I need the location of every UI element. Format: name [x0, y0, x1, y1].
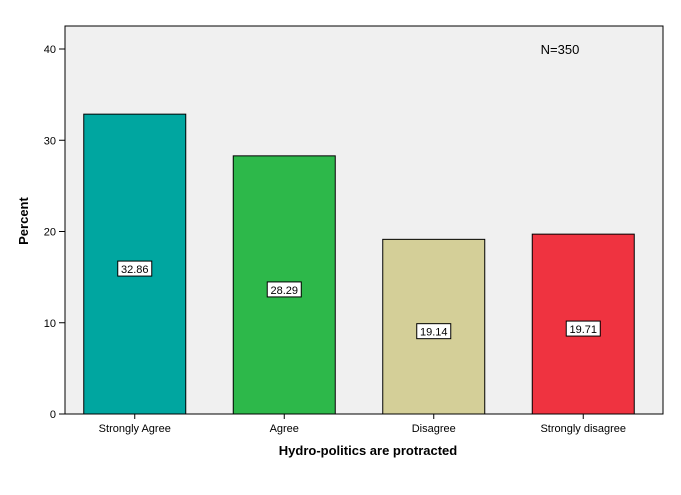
x-tick-label: Agree — [270, 423, 299, 435]
y-axis: 0 10 20 30 40 — [44, 44, 65, 421]
y-tick-label: 0 — [50, 409, 56, 421]
x-axis-title: Hydro-politics are protracted — [279, 443, 457, 458]
y-tick-label: 20 — [44, 227, 56, 239]
bars-group: 32.86 28.29 19.14 19.71 — [83, 113, 635, 415]
data-label-box — [117, 260, 153, 277]
data-label: 19.71 — [569, 324, 597, 336]
y-axis-title: Percent — [16, 196, 31, 244]
data-label-box — [565, 320, 601, 337]
x-tick-label: Strongly Agree — [99, 423, 171, 435]
data-label: 28.29 — [270, 285, 298, 297]
y-tick-label: 30 — [44, 135, 56, 147]
x-tick-label: Disagree — [412, 423, 456, 435]
x-tick-label: Strongly disagree — [540, 423, 626, 435]
x-axis: Strongly Agree Agree Disagree Strongly disa… — [99, 414, 626, 435]
data-label: 32.86 — [121, 264, 149, 276]
data-label-box — [416, 323, 452, 340]
y-tick-label: 10 — [44, 318, 56, 330]
data-label: 19.14 — [420, 327, 448, 339]
annotation-n: N=350 — [541, 42, 580, 57]
y-tick-label: 40 — [44, 44, 56, 56]
data-label-box — [266, 281, 302, 298]
